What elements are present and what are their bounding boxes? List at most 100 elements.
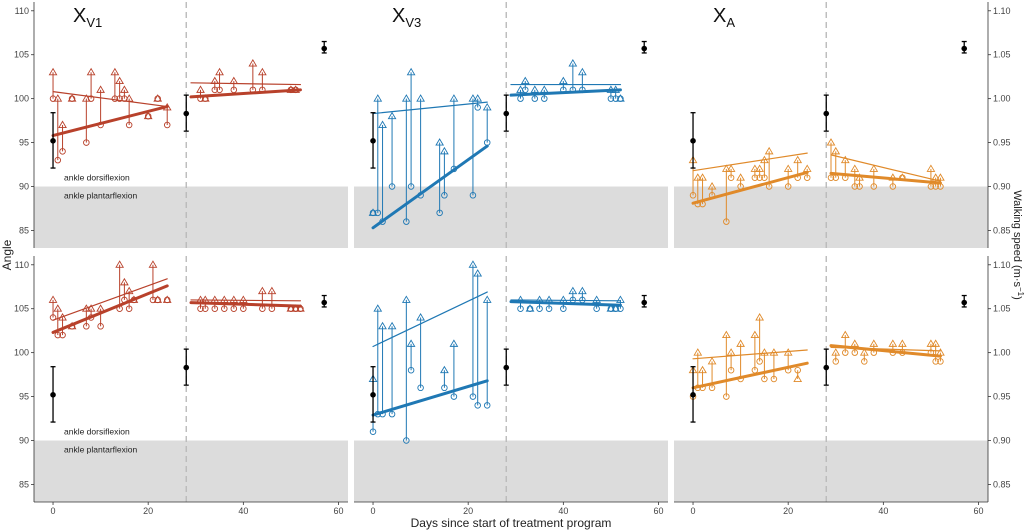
circle-marker [689, 192, 697, 199]
y-tick-label: 90 [19, 436, 29, 446]
y-tick-label: 85 [19, 225, 29, 235]
circle-marker [827, 174, 835, 181]
x-tick-label: 40 [238, 506, 248, 516]
y-tick-label: 105 [14, 50, 29, 60]
circle-marker [531, 95, 539, 102]
triangle-marker [120, 277, 129, 286]
y-axis-label-right: Walking speed (m·s−1) [1011, 190, 1025, 300]
triangle-marker [148, 260, 158, 268]
x-tick-label: 20 [463, 506, 473, 516]
right-tick-label: 0.90 [993, 182, 1011, 192]
x-tick-label: 40 [878, 506, 888, 516]
triangle-marker [86, 67, 96, 76]
x-tick-label: 60 [333, 506, 343, 516]
annotation-plantarflexion: ankle plantarflexion [64, 445, 138, 455]
triangle-marker [162, 295, 172, 303]
triangle-marker [58, 120, 67, 128]
circle-marker [842, 349, 849, 356]
post-trend-thin-line [190, 82, 302, 86]
triangle-marker [568, 286, 578, 295]
circle-marker [483, 402, 491, 409]
speed-mean-point-pre [690, 138, 696, 144]
triangle-marker [931, 339, 941, 347]
circle-marker [116, 95, 123, 102]
right-tick-label: 0.85 [993, 225, 1011, 235]
triangle-marker [196, 85, 205, 93]
triangle-marker [736, 339, 745, 347]
axes-layer: 85 0.85 90 0.90 95 0.95 100 1.00 105 1.05 110 1.10 8… [14, 2, 1011, 516]
circle-marker [407, 366, 415, 374]
speed-mean-point-pre [50, 138, 56, 144]
y-axis-label-left: Angle [0, 239, 14, 270]
triangle-marker [416, 94, 425, 102]
circle-marker [436, 209, 443, 217]
circle-marker [560, 305, 567, 312]
right-tick-label: 1.05 [993, 50, 1011, 60]
circle-marker [784, 183, 792, 190]
pre-trend-thin-line [52, 91, 168, 108]
circle-marker [607, 95, 615, 102]
post-trend-thin-line [510, 299, 622, 302]
triangle-marker [726, 164, 736, 172]
circle-marker [163, 121, 171, 129]
speed-mean-point-mid [823, 110, 830, 117]
triangle-marker [248, 59, 258, 67]
triangle-marker [568, 59, 578, 67]
circle-marker [870, 183, 878, 190]
triangle-marker [750, 330, 760, 339]
circle-marker [541, 95, 548, 102]
x-tick-label: 0 [51, 506, 56, 516]
triangle-marker [616, 94, 625, 102]
circle-marker [202, 305, 209, 312]
triangle-marker [153, 94, 163, 102]
circle-marker [54, 331, 62, 339]
triangle-marker [67, 94, 77, 102]
triangle-marker [115, 260, 125, 268]
pre-trend-thin-line [692, 349, 808, 360]
triangle-marker [755, 313, 765, 321]
pre-trend-thick-line [691, 361, 809, 390]
circle-marker [388, 410, 396, 418]
triangle-marker [558, 76, 568, 85]
circle-marker [727, 174, 735, 181]
circle-marker [727, 366, 735, 374]
panel-title: XA [713, 5, 735, 30]
triangle-marker [143, 111, 153, 120]
triangle-marker [468, 260, 478, 268]
right-tick-label: 1.10 [993, 260, 1011, 270]
triangle-marker [378, 120, 387, 128]
triangle-marker [726, 348, 736, 356]
speed-mean-point-pre [50, 392, 56, 398]
circle-marker [794, 366, 801, 374]
panel-data-r0-c2: XA [688, 5, 968, 225]
triangle-marker [869, 339, 879, 347]
triangle-marker [897, 339, 907, 347]
circle-marker [407, 183, 415, 190]
triangle-marker [215, 67, 224, 76]
circle-marker [417, 384, 424, 392]
triangle-marker [592, 295, 602, 303]
triangle-marker [449, 339, 459, 347]
triangle-marker [482, 295, 492, 303]
triangle-marker [378, 321, 387, 330]
panel-data-r1-c1 [368, 260, 648, 444]
right-tick-label: 1.10 [993, 6, 1011, 16]
speed-mean-point-mid [183, 364, 190, 371]
triangle-marker [840, 330, 850, 339]
triangle-marker [468, 94, 478, 102]
circle-marker [761, 174, 768, 181]
triangle-marker [840, 155, 850, 164]
pre-trend-thick-line [51, 284, 169, 334]
speed-mean-point-post [321, 45, 328, 52]
panel-data-r0-c0: XV1 [48, 5, 328, 169]
triangle-marker [435, 138, 445, 146]
panel-title-subscript: V3 [405, 15, 421, 30]
triangle-marker [577, 286, 587, 295]
circle-marker [211, 305, 219, 312]
circle-marker [388, 183, 396, 190]
pre-trend-thin-line [372, 101, 488, 115]
triangle-marker [401, 295, 411, 303]
triangle-marker [387, 111, 397, 120]
